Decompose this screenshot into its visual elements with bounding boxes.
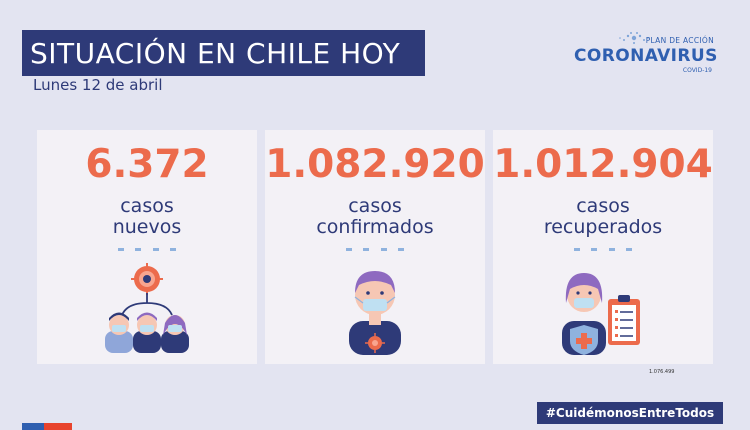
new-cases-label-line2: nuevos <box>112 216 182 238</box>
chile-flag-stripe <box>22 423 72 430</box>
dashes-divider <box>574 248 632 251</box>
page-title: SITUACIÓN EN CHILE HOY <box>30 36 401 70</box>
masked-person-icon <box>349 271 401 355</box>
recovered-person-icon <box>562 273 640 355</box>
dashes-divider <box>346 248 404 251</box>
recovered-cases-label: casos recuperados <box>493 196 713 238</box>
logo-name: CORONAVIRUS <box>574 46 718 66</box>
card-confirmed-cases: 1.082.920 casos confirmados <box>265 130 485 364</box>
confirmed-cases-value: 1.082.920 <box>265 142 485 187</box>
recovered-cases-label-line2: recuperados <box>543 216 663 238</box>
hashtag-banner: #CuidémonosEntreTodos <box>537 402 723 424</box>
logo-sub: COVID-19 <box>682 67 712 74</box>
footnote-number: 1.076.499 <box>649 369 675 375</box>
new-cases-label: casos nuevos <box>37 196 257 238</box>
coronavirus-logo: PLAN DE ACCIÓN CORONAVIRUS COVID-19 <box>574 30 717 80</box>
page-title-banner: SITUACIÓN EN CHILE HOY <box>22 30 425 76</box>
contagion-icon <box>105 263 189 353</box>
confirmed-cases-label-line1: casos <box>348 195 402 217</box>
dashes-divider <box>118 248 176 251</box>
confirmed-cases-label-line2: confirmados <box>316 216 434 238</box>
date-subtitle: Lunes 12 de abril <box>33 76 163 94</box>
recovered-cases-value: 1.012.904 <box>493 142 713 187</box>
card-new-cases: 6.372 casos nuevos <box>37 130 257 364</box>
confirmed-cases-label: casos confirmados <box>265 196 485 238</box>
card-recovered-cases: 1.012.904 casos recuperados <box>493 130 713 364</box>
logo-plan-text: PLAN DE ACCIÓN <box>645 36 714 45</box>
recovered-cases-label-line1: casos <box>576 195 630 217</box>
new-cases-value: 6.372 <box>85 142 209 187</box>
virus-dots-icon <box>619 32 649 44</box>
new-cases-label-line1: casos <box>120 195 174 217</box>
